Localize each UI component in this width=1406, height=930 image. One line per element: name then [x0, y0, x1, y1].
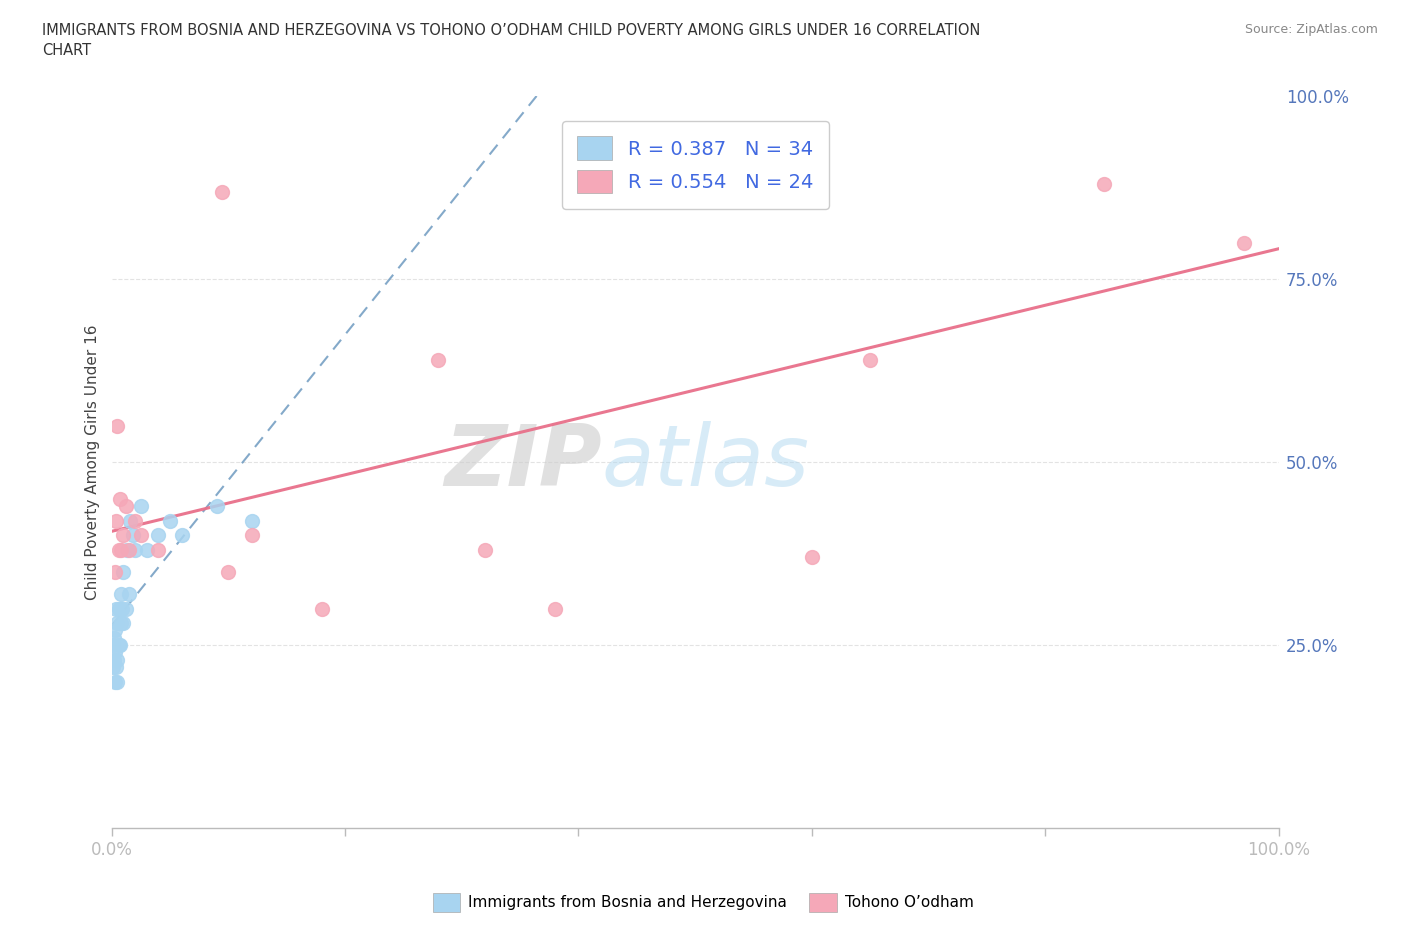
Y-axis label: Child Poverty Among Girls Under 16: Child Poverty Among Girls Under 16	[86, 325, 100, 600]
Point	[101, 659, 124, 674]
Point	[129, 528, 152, 543]
Point	[800, 550, 823, 565]
Point	[104, 565, 127, 579]
Point	[108, 638, 131, 653]
Text: ZIP: ZIP	[444, 420, 602, 504]
Point	[105, 616, 128, 631]
Text: IMMIGRANTS FROM BOSNIA AND HERZEGOVINA VS TOHONO O’ODHAM CHILD POVERTY AMONG GIR: IMMIGRANTS FROM BOSNIA AND HERZEGOVINA V…	[42, 23, 980, 58]
Point	[1092, 177, 1115, 192]
Point	[240, 528, 263, 543]
Point	[110, 542, 132, 557]
Point	[240, 513, 263, 528]
Text: Source: ZipAtlas.com: Source: ZipAtlas.com	[1244, 23, 1378, 36]
Point	[859, 352, 882, 367]
Point	[311, 601, 333, 616]
Point	[112, 565, 135, 579]
Point	[170, 528, 193, 543]
Text: atlas: atlas	[602, 420, 810, 504]
Point	[110, 616, 132, 631]
Point	[1233, 235, 1256, 250]
Point	[217, 565, 239, 579]
Point	[107, 638, 129, 653]
Point	[105, 513, 128, 528]
Point	[105, 418, 128, 433]
Point	[110, 587, 132, 602]
Point	[205, 498, 228, 513]
Point	[107, 542, 129, 557]
Point	[101, 638, 124, 653]
Point	[114, 498, 136, 513]
Point	[159, 513, 181, 528]
Point	[111, 601, 134, 616]
Point	[124, 542, 146, 557]
Point	[108, 601, 131, 616]
Point	[108, 491, 131, 506]
Point	[112, 616, 135, 631]
Point	[544, 601, 567, 616]
Point	[104, 674, 127, 689]
Point	[112, 528, 135, 543]
Point	[103, 652, 125, 667]
Point	[114, 601, 136, 616]
Legend: R = 0.387   N = 34, R = 0.554   N = 24: R = 0.387 N = 34, R = 0.554 N = 24	[561, 121, 828, 209]
Point	[105, 652, 128, 667]
Point	[107, 601, 129, 616]
Point	[148, 542, 170, 557]
Point	[115, 542, 138, 557]
Point	[118, 542, 141, 557]
Point	[124, 513, 146, 528]
Point	[148, 528, 170, 543]
Point	[120, 513, 142, 528]
Point	[105, 601, 128, 616]
Legend: Immigrants from Bosnia and Herzegovina, Tohono O’odham: Immigrants from Bosnia and Herzegovina, …	[426, 887, 980, 918]
Point	[742, 177, 765, 192]
Point	[427, 352, 450, 367]
Point	[211, 184, 233, 199]
Point	[474, 542, 496, 557]
Point	[118, 587, 141, 602]
Point	[105, 674, 128, 689]
Point	[104, 623, 127, 638]
Point	[103, 631, 125, 645]
Point	[121, 528, 143, 543]
Point	[129, 498, 152, 513]
Point	[105, 659, 128, 674]
Point	[135, 542, 157, 557]
Point	[104, 645, 127, 660]
